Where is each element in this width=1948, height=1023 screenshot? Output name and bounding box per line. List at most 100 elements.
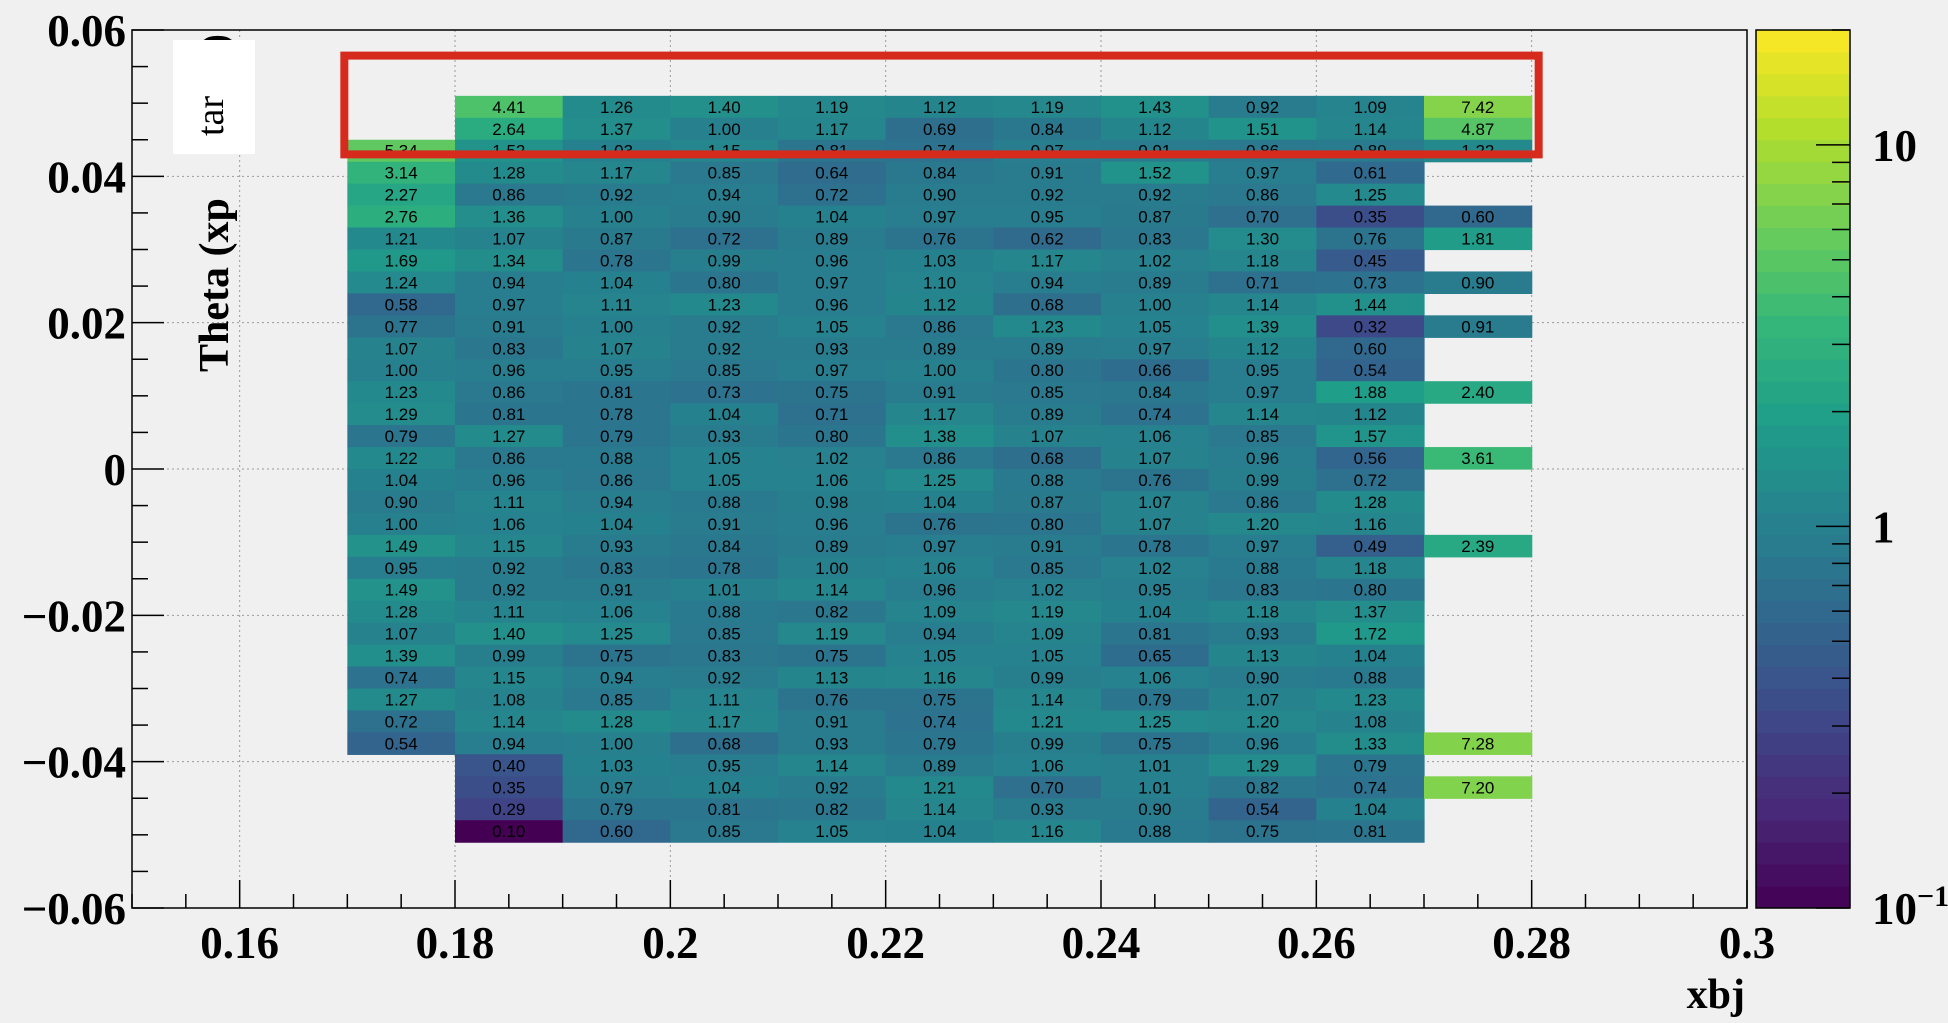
heatmap-cell [347,578,456,602]
cell-value-label: 0.85 [1031,383,1064,402]
heatmap-cell [455,490,564,514]
heatmap-cell [562,293,671,316]
cell-value-label: 0.66 [1138,361,1171,380]
heatmap-cell [778,161,887,185]
cell-value-label: 0.96 [815,251,848,270]
cell-value-label: 0.40 [492,756,525,775]
heatmap-cell [347,732,456,755]
cell-value-label: 0.81 [600,383,633,402]
cell-value-label: 0.85 [708,164,741,183]
heatmap-cell [993,117,1102,141]
heatmap-cell [1316,798,1425,821]
heatmap-cell [778,447,887,470]
cell-value-label: 0.97 [1246,537,1279,556]
cell-value-label: 0.83 [600,559,633,578]
cell-value-label: 0.95 [1031,208,1064,227]
heatmap-cell [1208,534,1317,558]
cell-value-label: 7.28 [1461,734,1494,753]
cell-value-label: 1.17 [1031,251,1064,270]
heatmap-cell [347,447,456,470]
cell-value-label: 0.79 [1138,690,1171,709]
heatmap-cell [778,227,887,251]
cell-value-label: 1.88 [1354,383,1387,402]
cell-value-label: 1.18 [1246,251,1279,270]
heatmap-cell [1316,666,1425,690]
heatmap-cell [1316,425,1425,448]
heatmap-cell [1208,161,1317,185]
overlay-box-text: tar [190,96,232,136]
heatmap-cell [670,205,779,229]
heatmap-cell [562,512,671,536]
heatmap-cell [993,776,1102,799]
heatmap-cell [562,820,671,843]
palette-step [1756,337,1850,360]
heatmap-cell [1101,644,1210,668]
cell-value-label: 1.24 [385,273,418,292]
cell-value-label: 0.89 [815,537,848,556]
heatmap-cell [885,512,994,536]
axes-layer: 0.16 0.18 0.2 0.22 0.24 0.26 0.28 0.3 −0.06 −0.04… [22,6,1776,968]
heatmap-cell [1316,293,1425,316]
heatmap-cell [1208,490,1317,514]
cell-value-label: 0.81 [708,800,741,819]
heatmap-cell [778,117,887,141]
heatmap-cell [562,798,671,821]
cell-value-label: 0.91 [815,712,848,731]
cell-value-label: 0.86 [492,449,525,468]
cell-value-label: 1.21 [923,778,956,797]
heatmap-cell [1208,117,1317,141]
cell-value-label: 0.96 [1246,734,1279,753]
heatmap-cell [455,512,564,536]
heatmap-cell [885,161,994,185]
heatmap-cell [670,754,779,777]
heatmap-cell [347,403,456,426]
cell-value-label: 1.29 [1246,756,1279,775]
heatmap-cell [670,469,779,492]
cell-value-label: 1.25 [600,625,633,644]
palette-step [1756,227,1850,250]
heatmap-cell [1101,732,1210,755]
cell-value-label: 1.14 [492,712,525,731]
cell-value-label: 0.74 [923,712,956,731]
cell-value-label: 1.06 [600,603,633,622]
cell-value-label: 1.09 [1031,625,1064,644]
heatmap-cell [778,205,887,229]
cell-value-label: 0.89 [923,339,956,358]
cell-value-label: 0.78 [600,251,633,270]
cell-value-label: 0.85 [708,625,741,644]
heatmap-cell [778,490,887,514]
heatmap-cell [670,666,779,690]
heatmap-cell [455,600,564,624]
cell-value-label: 7.42 [1461,98,1494,117]
cell-value-label: 1.12 [1138,120,1171,139]
cell-value-label: 0.90 [385,493,418,512]
heatmap-cell [455,578,564,602]
cell-value-label: 0.99 [1246,471,1279,490]
heatmap-cell [1101,359,1210,382]
cell-value-label: 1.29 [385,405,418,424]
heatmap-cell [562,249,671,273]
heatmap-cell [1101,205,1210,229]
cell-value-label: 0.73 [708,383,741,402]
overlay-box [173,40,255,154]
heatmap-cell [670,271,779,294]
palette-tick-label: 10−1 [1872,880,1948,934]
heatmap-cell [1208,337,1317,360]
heatmap-cell [562,205,671,229]
cell-value-label: 1.06 [492,515,525,534]
cell-value-label: 0.92 [708,669,741,688]
heatmap-cell [562,403,671,426]
heatmap-cell [885,271,994,294]
cell-value-label: 0.95 [708,756,741,775]
heatmap-cell [993,798,1102,821]
heatmap-cell [1208,688,1317,712]
cell-value-label: 0.92 [492,559,525,578]
heatmap-cell [1316,337,1425,360]
cell-value-label: 2.39 [1461,537,1494,556]
cell-value-label: 0.88 [1246,559,1279,578]
heatmap-cell [1101,117,1210,141]
cell-value-label: 1.09 [1354,98,1387,117]
heatmap-cell [1101,425,1210,448]
cell-value-label: 0.85 [708,822,741,841]
